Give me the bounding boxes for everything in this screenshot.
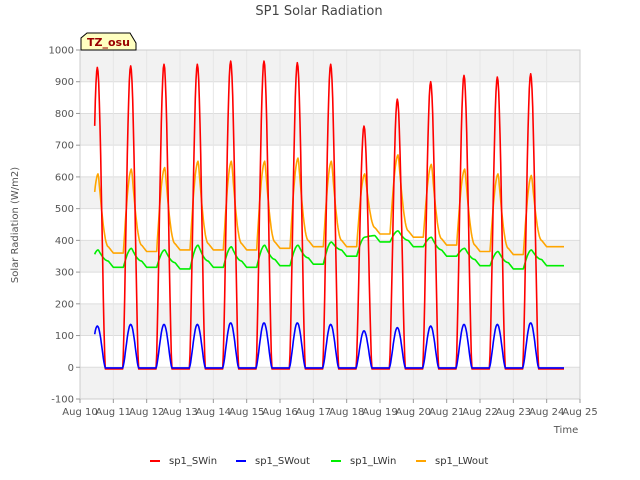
y-tick-label: 500 bbox=[55, 204, 74, 215]
background-band bbox=[80, 240, 580, 273]
background-band bbox=[80, 303, 580, 336]
x-tick-label: Aug 18 bbox=[329, 407, 364, 418]
x-tick-label: Aug 15 bbox=[229, 407, 264, 418]
legend-label: sp1_LWout bbox=[435, 456, 488, 467]
y-tick-label: 800 bbox=[55, 109, 74, 120]
x-tick-label: Aug 19 bbox=[362, 407, 397, 418]
y-tick-label: 600 bbox=[55, 172, 74, 183]
series-line-sp1_SWin bbox=[93, 60, 565, 370]
tz-annotation: TZ_osu bbox=[80, 32, 137, 51]
x-axis-title: Time bbox=[553, 425, 578, 436]
legend-label: sp1_LWin bbox=[350, 456, 396, 467]
y-tick-label: 700 bbox=[55, 141, 74, 152]
tz-label: TZ_osu bbox=[87, 36, 130, 49]
legend-label: sp1_SWin bbox=[169, 456, 217, 467]
x-tick-label: Aug 21 bbox=[429, 407, 464, 418]
x-tick-label: Aug 24 bbox=[529, 407, 564, 418]
y-axis-ticks: -100 0 100 200 300 400 500 600 700 800 900 1000 bbox=[49, 46, 80, 406]
legend-label: sp1_SWout bbox=[255, 456, 310, 467]
x-tick-label: Aug 13 bbox=[162, 407, 197, 418]
x-tick-label: Aug 22 bbox=[462, 407, 497, 418]
series-line-sp1_LWout bbox=[93, 154, 565, 256]
background-band bbox=[80, 367, 580, 399]
chart-title: SP1 Solar Radiation bbox=[255, 4, 382, 19]
legend: sp1_SWin sp1_SWout sp1_LWin sp1_LWout bbox=[150, 456, 488, 467]
tz-label-box bbox=[80, 32, 137, 51]
y-tick-label: 100 bbox=[55, 331, 74, 342]
y-axis-title: Solar Radiation (W/m2) bbox=[10, 167, 21, 283]
x-tick-label: Aug 23 bbox=[496, 407, 531, 418]
y-tick-label: 1000 bbox=[49, 46, 74, 57]
series-layer bbox=[93, 60, 565, 370]
x-tick-label: Aug 10 bbox=[62, 407, 97, 418]
y-tick-label: 900 bbox=[55, 77, 74, 88]
y-tick-label: 400 bbox=[55, 236, 74, 247]
y-tick-label: 0 bbox=[68, 363, 74, 374]
x-tick-label: Aug 14 bbox=[196, 407, 231, 418]
x-tick-label: Aug 11 bbox=[96, 407, 131, 418]
y-tick-label: 200 bbox=[55, 299, 74, 310]
x-tick-label: Aug 25 bbox=[562, 407, 597, 418]
plot-frame bbox=[79, 49, 581, 400]
x-tick-label: Aug 12 bbox=[129, 407, 164, 418]
x-tick-label: Aug 17 bbox=[296, 407, 331, 418]
background-band bbox=[80, 176, 580, 209]
x-tick-label: Aug 20 bbox=[396, 407, 431, 418]
series-line-sp1_SWout bbox=[93, 322, 565, 369]
x-tick-label: Aug 16 bbox=[262, 407, 297, 418]
series-line-sp1_LWin bbox=[93, 230, 565, 270]
y-tick-label: -100 bbox=[51, 395, 74, 406]
y-tick-label: 300 bbox=[55, 268, 74, 279]
background-band bbox=[80, 113, 580, 146]
